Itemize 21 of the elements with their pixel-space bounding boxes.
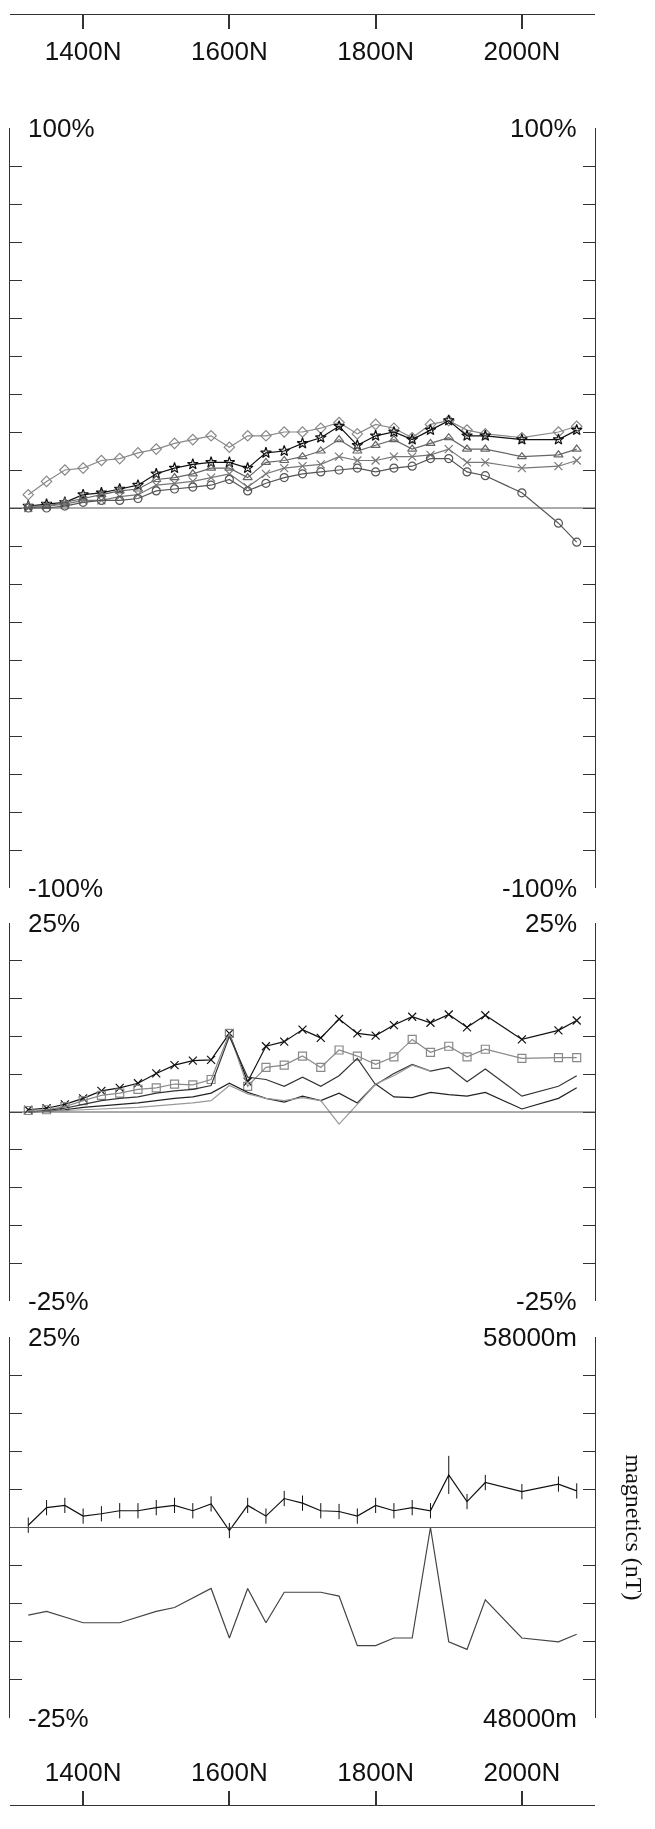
y-tick-label: -25%	[28, 1286, 89, 1316]
y2-tick-label: 48000m	[483, 1703, 577, 1733]
x-tick-label: 2000N	[483, 36, 561, 67]
y-tick-label: 25%	[28, 908, 81, 938]
y2-tick-label: 58000m	[483, 1322, 577, 1352]
y-tick-label: 25%	[28, 1322, 81, 1352]
y-tick-label: -100%	[28, 873, 104, 903]
y2-tick-label: 25%	[525, 908, 578, 938]
x-tick-label: 2000N	[483, 1756, 561, 1787]
y2-tick-label: -100%	[502, 873, 578, 903]
x-tick-label: 1800N	[337, 1756, 414, 1787]
y-tick-label: -25%	[28, 1703, 89, 1733]
y2-tick-label: -25%	[516, 1286, 577, 1316]
x-tick-label: 1600N	[191, 1756, 268, 1787]
x-tick-label: 1800N	[337, 36, 414, 67]
y2-axis-title: magnetics (nT)	[620, 1454, 647, 1601]
x-tick-label: 1600N	[191, 36, 268, 67]
x-tick-label: 1400N	[44, 1756, 122, 1787]
y-tick-label: 100%	[28, 113, 95, 143]
x-tick-label: 1400N	[44, 36, 122, 67]
y2-tick-label: 100%	[510, 113, 577, 143]
